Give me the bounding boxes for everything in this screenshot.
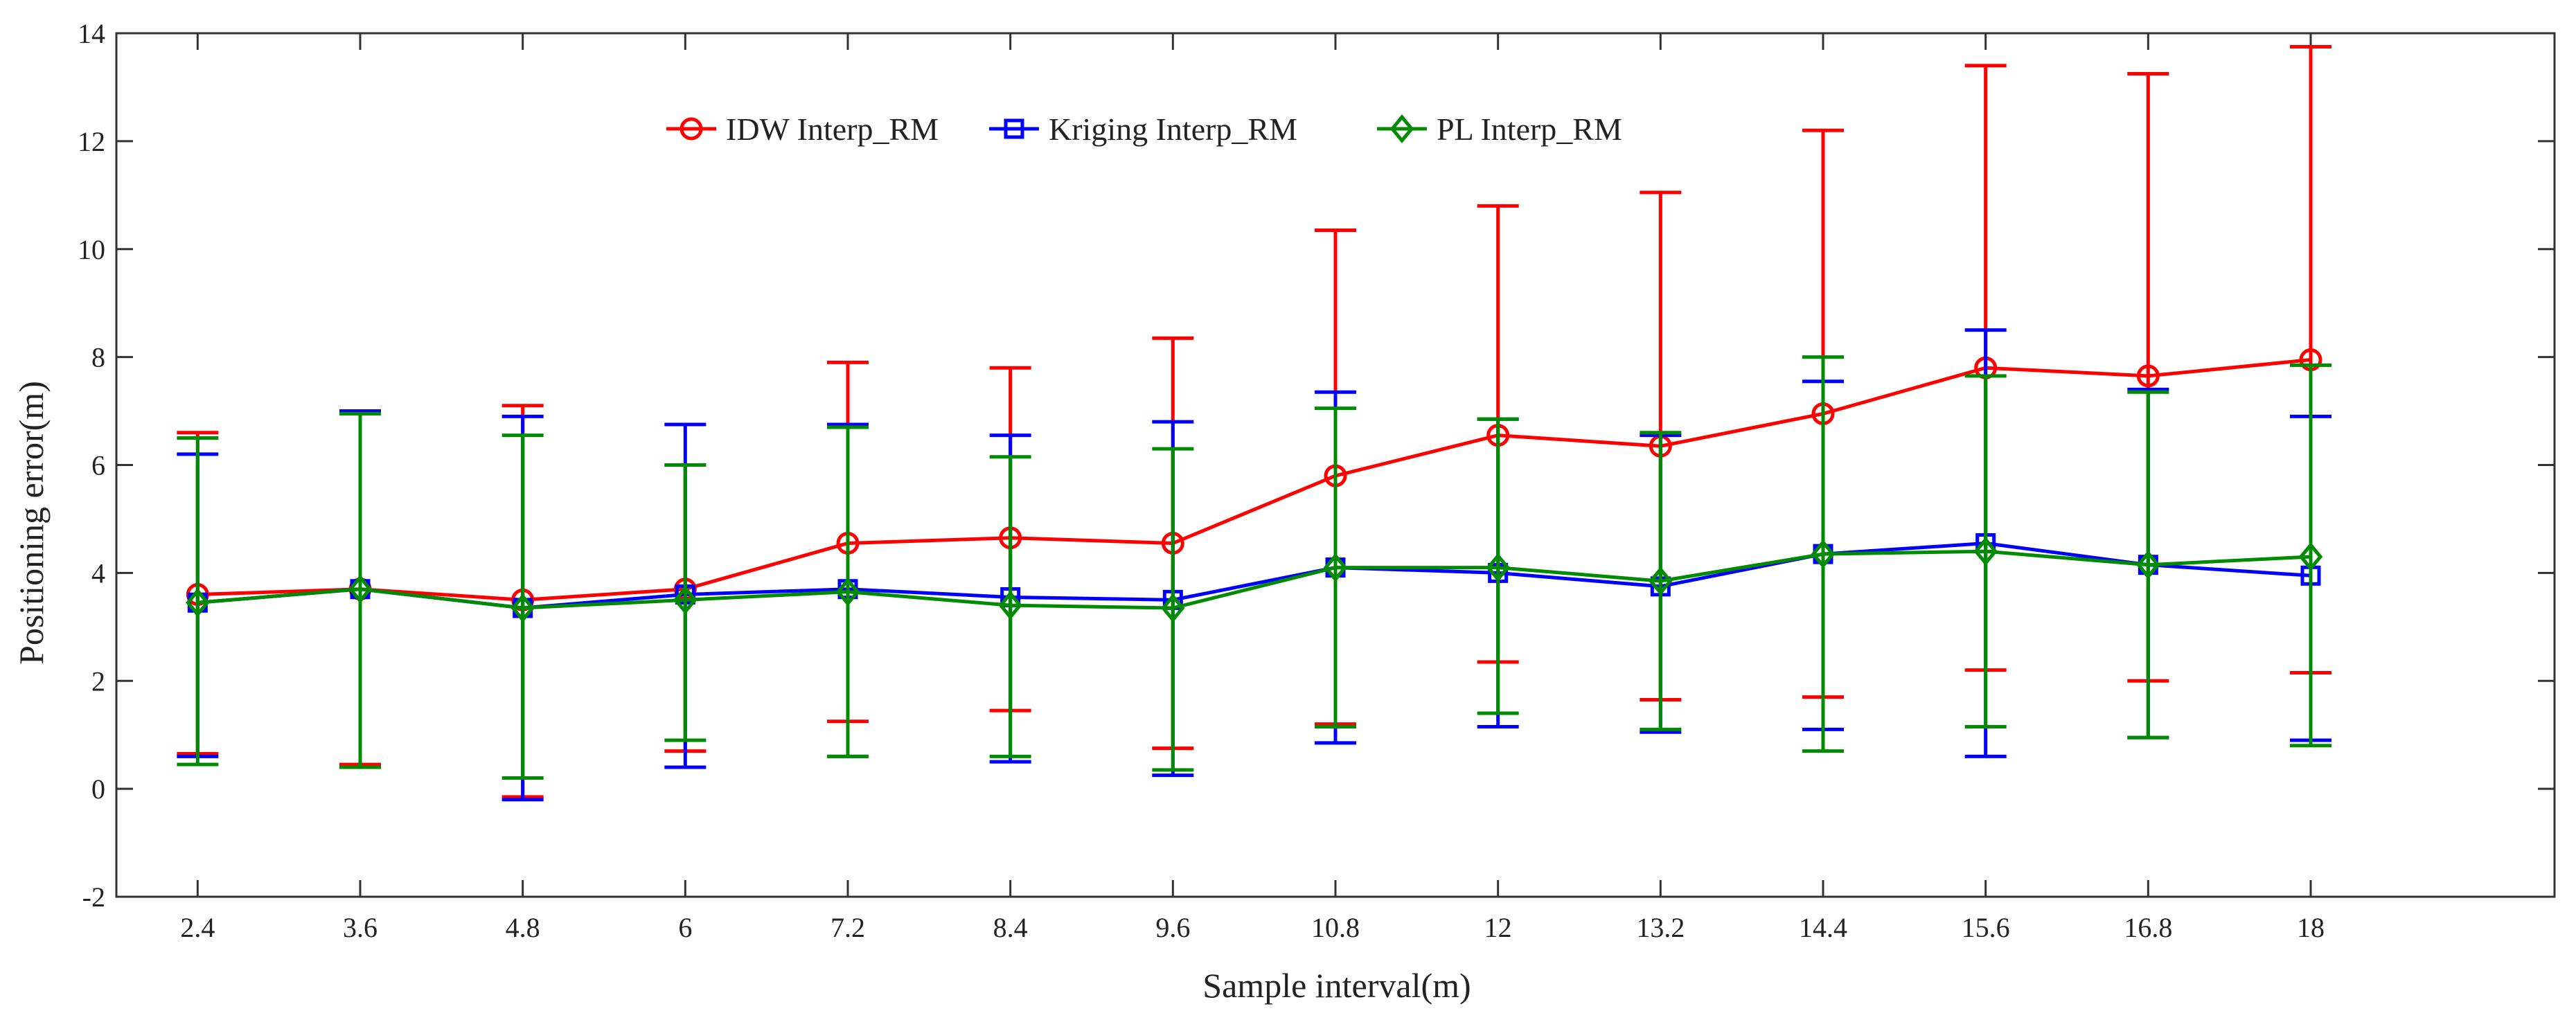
legend-marker [679, 117, 703, 141]
series-line [197, 358, 2311, 602]
series-kriging-interp-rm [177, 328, 2331, 802]
x-tick-label: 8.4 [993, 912, 1028, 943]
data-point [2136, 550, 2160, 580]
data-point [998, 591, 1022, 620]
x-tick-label: 13.2 [1636, 912, 1685, 943]
data-point [1649, 566, 1673, 596]
y-tick-label: 4 [91, 557, 105, 589]
legend-marker [1389, 114, 1414, 143]
x-tick-label: 10.8 [1311, 912, 1360, 943]
data-point [1486, 553, 1510, 582]
data-point [673, 585, 698, 615]
legend-item: Kriging Interp_RM [989, 111, 1297, 147]
legend-marker [1004, 118, 1024, 139]
data-point [1161, 593, 1185, 623]
series-idw-interp-rm [177, 44, 2331, 799]
data-point [510, 593, 535, 623]
data-point [1973, 537, 1998, 566]
data-point [2136, 364, 2160, 388]
legend-item: IDW Interp_RM [666, 111, 939, 147]
x-tick-label: 12 [1484, 912, 1512, 943]
x-tick-label: 15.6 [1962, 912, 2010, 943]
data-point [348, 574, 373, 604]
x-tick-label: 3.6 [343, 912, 377, 943]
y-tick-label: 0 [91, 773, 105, 805]
x-axis-label: Sample interval(m) [1202, 966, 1471, 1005]
legend-item: PL Interp_RM [1377, 111, 1622, 147]
x-tick-label: 18 [2297, 912, 2325, 943]
x-tick-label: 14.4 [1799, 912, 1847, 943]
y-tick-label: 14 [78, 18, 105, 49]
x-tick-label: 9.6 [1155, 912, 1190, 943]
x-tick-label: 6 [678, 912, 692, 943]
legend: IDW Interp_RM Kriging Interp_RM PL Interp_… [666, 111, 1622, 147]
y-axis-label: Positioning error(m) [12, 381, 51, 665]
legend-label: PL Interp_RM [1437, 111, 1622, 147]
axes-layer: -2 0 2 4 6 8 10 12 14 2.4 3.6 4.8 6 7.2 8.4 9.6 10.8 12 13… [78, 18, 2556, 943]
x-tick-label: 16.8 [2124, 912, 2172, 943]
x-tick-label: 7.2 [830, 912, 865, 943]
legend-label: Kriging Interp_RM [1049, 111, 1297, 147]
series-layer [177, 44, 2331, 802]
data-point [835, 577, 860, 607]
data-point [186, 588, 210, 618]
legend-label: IDW Interp_RM [726, 111, 939, 147]
y-tick-label: 12 [78, 126, 105, 157]
data-point [1811, 539, 1836, 569]
x-tick-label: 4.8 [506, 912, 540, 943]
data-point [2298, 542, 2323, 571]
y-tick-label: 6 [91, 450, 105, 481]
y-tick-label: 10 [78, 234, 105, 265]
data-point [1323, 553, 1348, 582]
series-line [197, 549, 2311, 610]
y-tick-label: 2 [91, 665, 105, 697]
y-tick-label: -2 [82, 882, 105, 913]
x-tick-label: 2.4 [180, 912, 215, 943]
series-pl-interp-rm [177, 355, 2331, 780]
y-tick-label: 8 [91, 342, 105, 373]
